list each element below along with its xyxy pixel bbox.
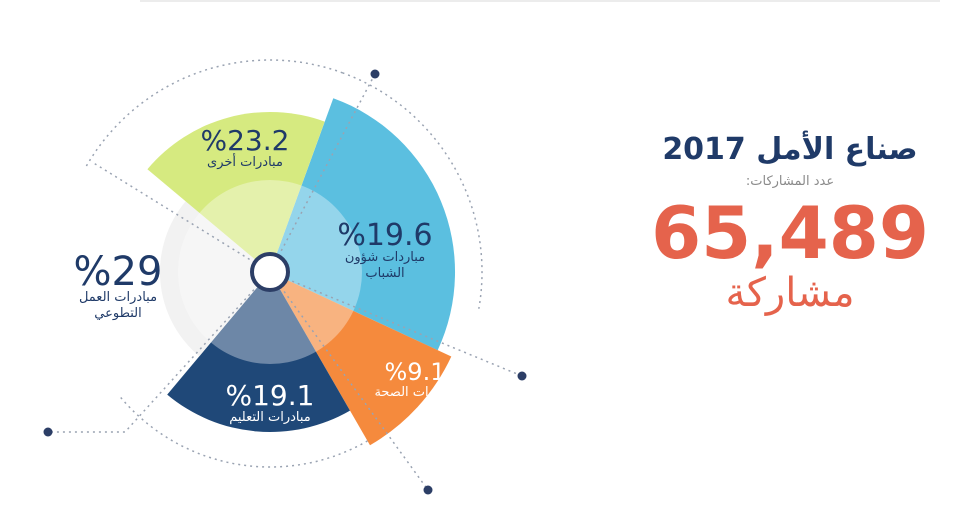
participants-caption: عدد المشاركات: [745, 174, 835, 189]
slice-category-label: مبادرات أخرى [207, 153, 283, 170]
top-divider [140, 0, 940, 2]
slice-value-label: %19.1 [226, 379, 315, 412]
pie-slice [167, 272, 350, 433]
slice-category-label: التطوعي [94, 306, 141, 321]
pie-slice-inner [178, 180, 325, 272]
leader-dot [370, 69, 380, 79]
slice-category-label: مبادرات الصحة [374, 385, 455, 400]
slice-category-label: مباردات شؤون [345, 250, 425, 265]
leader-line [269, 73, 376, 273]
pie-slice [147, 111, 325, 272]
participants-count: 65,489 [651, 191, 929, 275]
slice-value-label: %19.6 [337, 218, 432, 253]
pie-slice [270, 272, 452, 446]
slice-value-label: %9.1 [385, 358, 446, 386]
slice-category-label: مبادرات التعليم [229, 410, 311, 425]
pie-slice [270, 98, 456, 351]
leader-line [91, 161, 271, 273]
slice-category-label: الشباب [365, 266, 404, 281]
leader-dot [517, 371, 527, 381]
page-title: صناع الأمل 2017 [662, 132, 918, 167]
leader-dot [423, 485, 433, 495]
summary-panel: صناع الأمل 2017 عدد المشاركات: 65,489 مش… [640, 130, 940, 315]
leader-dot [43, 427, 53, 437]
dotted-arc [120, 396, 368, 468]
pie-slice-inner [178, 272, 350, 364]
center-ring [250, 252, 290, 292]
slice-category-label: مبادرات العمل [79, 290, 157, 305]
participants-unit: مشاركة [725, 270, 855, 316]
pie-slice [159, 201, 270, 357]
slice-value-label: %23.2 [201, 124, 290, 157]
slice-value-label: %29 [74, 249, 163, 295]
pie-slice-inner [270, 180, 362, 351]
